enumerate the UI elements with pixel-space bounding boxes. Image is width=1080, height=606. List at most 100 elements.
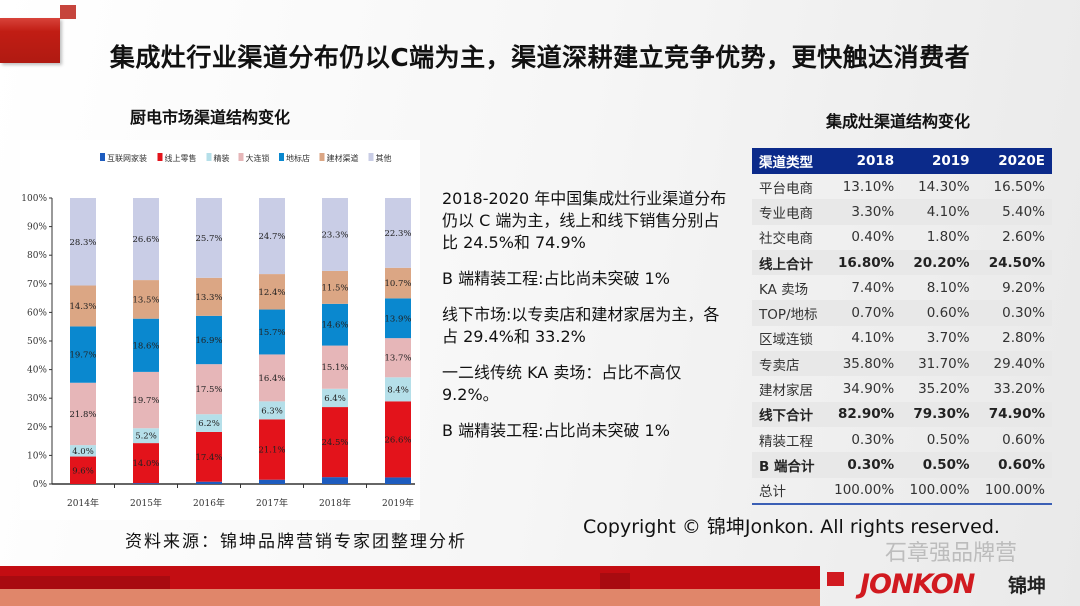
table-cell: 0.50% xyxy=(901,452,977,478)
bar-segment-建材渠道 xyxy=(133,280,159,319)
bar-segment-互联网家装 xyxy=(133,483,159,484)
table-cell: 线上合计 xyxy=(752,249,826,276)
y-tick-label: 30% xyxy=(27,394,47,404)
chart-svg: 互联网家装 线上零售 精装 大连锁 地标店 建材渠道 其他 0% 10% 20% 30% 40% 50%… xyxy=(21,153,430,509)
x-tick-label: 2015年 xyxy=(130,497,162,509)
table-cell: B 端合计 xyxy=(752,452,826,478)
table-cell: 0.30% xyxy=(825,452,902,478)
table-cell: 100.00% xyxy=(825,477,902,505)
bar-segment-其他 xyxy=(385,198,411,268)
column-header: 渠道类型 xyxy=(752,148,826,174)
table-cell: KA 卖场 xyxy=(759,281,809,298)
bar-segment-建材渠道 xyxy=(259,274,285,310)
y-tick-label: 50% xyxy=(27,337,47,347)
data-label: 5.2% xyxy=(135,432,157,442)
data-label: 21.1% xyxy=(258,446,285,456)
legend-swatch xyxy=(319,153,325,161)
bar-segment-线上零售 xyxy=(259,419,285,480)
table-cell: 0.70% xyxy=(825,300,902,326)
table-cell: 7.40% xyxy=(851,279,895,296)
table-cell: 建材家居 xyxy=(759,383,813,400)
data-label: 25.7% xyxy=(195,234,222,244)
bar-segment-大连锁 xyxy=(133,371,159,429)
header-decoration xyxy=(0,18,60,63)
note: 线下市场:以专卖店和建材家居为主，各占 29.4%和 33.2% xyxy=(442,305,720,346)
y-tick-label: 80% xyxy=(27,251,47,261)
table-cell: 29.40% xyxy=(976,351,1052,377)
bar-segment-精装 xyxy=(196,414,222,432)
table-cell: 24.50% xyxy=(976,249,1052,276)
footer-decoration xyxy=(0,576,170,589)
y-tick-label: 100% xyxy=(21,194,47,204)
table-title: 集成灶渠道结构变化 xyxy=(826,112,971,131)
table-cell: 20.20% xyxy=(901,249,977,276)
table-cell: 74.90% xyxy=(976,401,1052,427)
legend-swatch xyxy=(100,153,105,161)
data-label: 6.2% xyxy=(198,419,220,429)
table-row: 建材家居 34.90% 35.20% 33.20% xyxy=(752,376,1052,401)
table-cell: 3.30% xyxy=(825,199,902,225)
bar-segment-线上零售 xyxy=(196,431,222,482)
table-cell: 9.20% xyxy=(1002,279,1045,296)
table-row: 社交电商 0.40% 1.80% 2.60% xyxy=(752,225,1052,250)
legend-label: 线上零售 xyxy=(165,153,197,163)
bar-segment-精装 xyxy=(322,388,348,408)
table-row: 线上合计 16.80% 20.20% 24.50% xyxy=(752,249,1052,276)
table-cell: 线下合计 xyxy=(752,401,826,427)
column-header: 2019 xyxy=(901,148,977,174)
bar-segment-地标店 xyxy=(385,298,411,339)
bar-segment-互联网家装 xyxy=(385,477,411,484)
table-cell: 79.30% xyxy=(901,401,977,427)
bar-segment-建材渠道 xyxy=(70,285,96,327)
stacked-bar-chart: 互联网家装 线上零售 精装 大连锁 地标店 建材渠道 其他 0% 10% 20% 30% 40% 50%… xyxy=(20,140,430,520)
data-label: 15.7% xyxy=(258,328,285,338)
data-label: 24.7% xyxy=(258,232,285,242)
data-label: 18.6% xyxy=(132,341,159,351)
bar-segment-其他 xyxy=(70,198,96,286)
table-cell: 16.50% xyxy=(993,178,1045,195)
bar-segment-地标店 xyxy=(70,326,96,383)
data-label: 16.9% xyxy=(195,336,222,346)
table-row: 区域连锁 4.10% 3.70% 2.80% xyxy=(752,326,1052,351)
legend-swatch xyxy=(157,153,163,161)
table-cell: 社交电商 xyxy=(759,231,813,248)
source-note: 资料来源：锦坤品牌营销专家团整理分析 xyxy=(125,532,467,552)
table-row: 线下合计 82.90% 79.30% 74.90% xyxy=(752,401,1052,427)
legend-swatch xyxy=(238,153,244,161)
data-label: 8.4% xyxy=(387,385,409,395)
table-row: 专业电商 3.30% 4.10% 5.40% xyxy=(752,199,1052,225)
table-row: 专卖店 35.80% 31.70% 29.40% xyxy=(752,351,1052,377)
note: 2018-2020 年中国集成灶行业渠道分布仍以 C 端为主，线上和线下销售分别… xyxy=(442,189,727,252)
bar-segment-大连锁 xyxy=(322,345,348,389)
jonkon-logo-cn: 锦坤 xyxy=(1008,575,1047,597)
data-label: 6.4% xyxy=(324,394,346,404)
data-label: 17.4% xyxy=(195,453,222,463)
y-tick-label: 60% xyxy=(27,308,47,318)
y-tick-label: 40% xyxy=(27,366,47,376)
table-cell: 82.90% xyxy=(825,401,902,427)
table-row: B 端合计 0.30% 0.50% 0.60% xyxy=(752,452,1052,478)
legend-swatch xyxy=(279,153,284,161)
bar-segment-地标店 xyxy=(133,318,159,372)
data-label: 14.0% xyxy=(132,459,159,469)
table-cell: 4.10% xyxy=(901,199,977,225)
table-cell: 3.70% xyxy=(926,330,970,347)
table-cell: 0.60% xyxy=(1002,431,1045,448)
legend-swatch xyxy=(206,153,212,161)
bar-segment-线上零售 xyxy=(385,401,411,478)
data-label: 26.6% xyxy=(384,435,411,445)
y-tick-label: 0% xyxy=(33,480,48,490)
table-cell: 34.90% xyxy=(842,381,895,398)
bar-segment-互联网家装 xyxy=(322,477,348,484)
data-label: 19.7% xyxy=(69,351,96,361)
data-label: 13.5% xyxy=(132,295,159,305)
legend-swatch xyxy=(368,153,374,161)
x-tick-label: 2016年 xyxy=(193,497,225,509)
legend-label: 地标店 xyxy=(286,153,310,163)
bar-segment-地标店 xyxy=(196,315,222,365)
data-label: 19.7% xyxy=(132,396,159,406)
table-cell: 0.30% xyxy=(976,300,1052,326)
x-tick-label: 2018年 xyxy=(319,497,351,509)
data-label: 13.7% xyxy=(384,354,411,364)
channel-structure-table: 渠道类型 2018 2019 2020E 平台电商 13.10% 14.30% 16.50%… xyxy=(752,148,1052,505)
